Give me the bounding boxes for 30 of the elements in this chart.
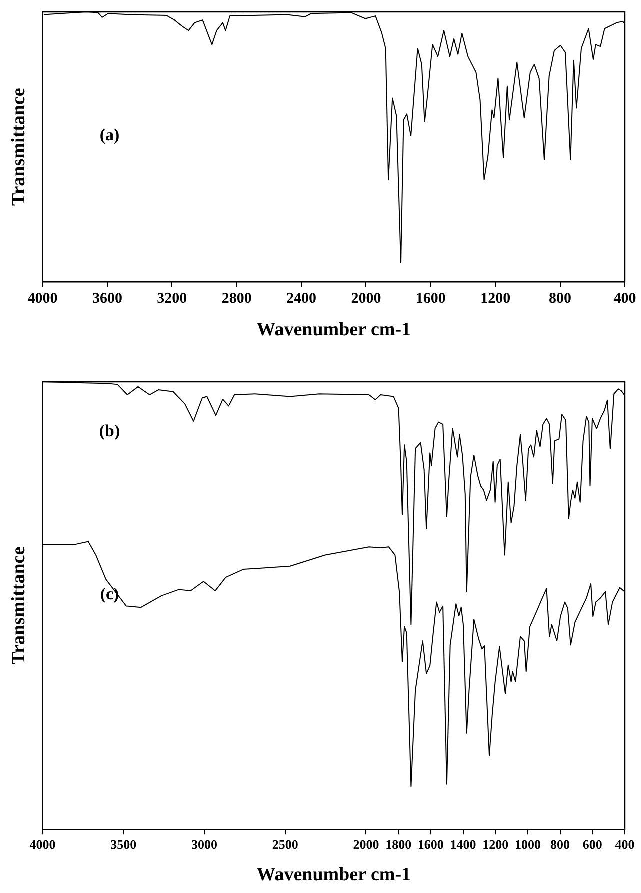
- text: (a): [100, 126, 120, 145]
- series-label: (b): [99, 422, 120, 441]
- x-tick-label: 800: [550, 836, 570, 852]
- x-tick-label: 1400: [450, 836, 476, 852]
- y-axis-title: Transmittance: [8, 88, 30, 206]
- x-tick-label: 2000: [351, 291, 382, 308]
- x-tick-label: 600: [582, 836, 602, 852]
- x-axis-title: Wavenumber cm-1: [256, 320, 412, 341]
- x-axis-title: Wavenumber cm-1: [256, 864, 412, 886]
- x-tick-label: 1800: [386, 836, 412, 852]
- x-tick-label: 400: [615, 836, 635, 852]
- x-tick-label: 4000: [30, 836, 56, 852]
- x-tick-label: 4000: [28, 291, 58, 308]
- x-tick-label: 1000: [514, 836, 541, 852]
- x-tick-label: 2000: [353, 836, 380, 852]
- y-axis-title: Transmittance: [8, 546, 30, 665]
- x-tick-label: 1200: [480, 291, 511, 308]
- x-tick-label: 2400: [286, 291, 317, 308]
- x-tick-label: 2500: [272, 836, 298, 852]
- x-tick-label: 1200: [482, 836, 509, 852]
- x-tick-label: 2800: [222, 291, 252, 308]
- x-tick-label: 1600: [418, 836, 444, 852]
- x-tick-label: 3200: [157, 291, 188, 308]
- x-tick-label: 800: [549, 291, 572, 308]
- x-tick-label: 400: [614, 291, 636, 308]
- x-tick-label: 3000: [192, 836, 218, 852]
- series-label: (c): [100, 584, 120, 604]
- x-tick-label: 1600: [416, 291, 446, 308]
- x-tick-label: 3600: [92, 291, 122, 308]
- x-tick-label: 3500: [110, 836, 137, 852]
